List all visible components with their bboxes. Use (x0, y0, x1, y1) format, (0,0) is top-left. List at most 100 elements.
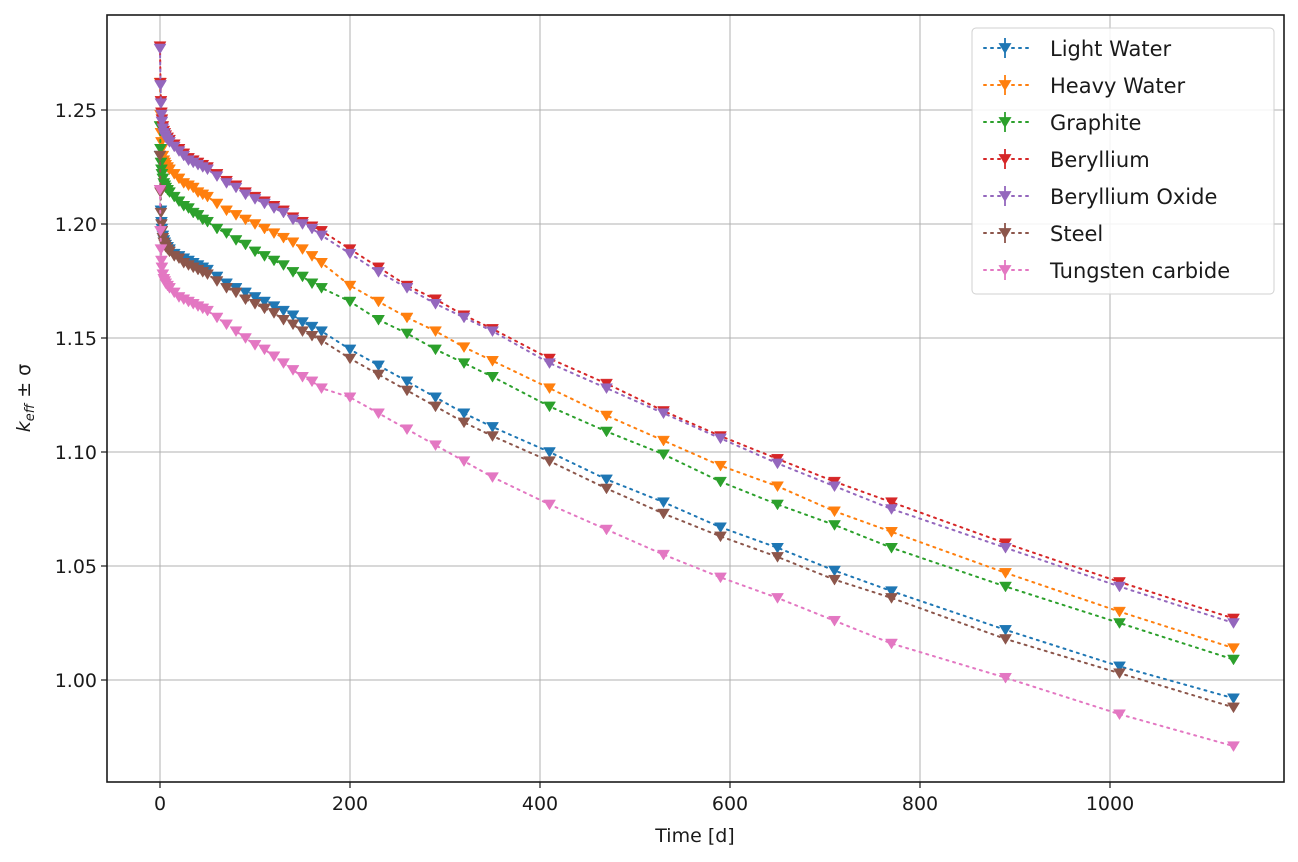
data-point-marker (999, 581, 1012, 593)
legend-label: Beryllium Oxide (1050, 185, 1217, 209)
data-series (153, 41, 1240, 753)
data-point-marker (372, 315, 385, 326)
data-point-marker (315, 230, 328, 242)
data-point-marker (305, 321, 319, 333)
legend-label: Heavy Water (1050, 74, 1186, 98)
data-point-marker (154, 244, 168, 255)
x-tick-label: 1000 (1086, 793, 1134, 815)
legend-item: Light Water (983, 37, 1172, 61)
data-point-marker (1113, 606, 1126, 618)
data-point-marker (486, 372, 499, 383)
data-point-marker (1113, 661, 1126, 673)
data-point-marker (239, 333, 252, 344)
data-point-marker (657, 435, 670, 447)
data-point-marker (714, 460, 727, 472)
data-point-marker (343, 280, 357, 292)
data-point-marker (248, 219, 262, 230)
data-point-marker (296, 244, 309, 255)
data-point-marker (315, 335, 328, 347)
data-point-marker (600, 474, 613, 486)
data-point-marker (201, 191, 214, 203)
series-line (159, 124, 1235, 661)
data-point-marker (343, 392, 357, 404)
data-point-marker (600, 426, 613, 438)
data-point-marker (239, 189, 252, 201)
data-point-marker (828, 520, 841, 531)
y-tick-label: 1.10 (55, 442, 97, 464)
data-point-marker (400, 328, 414, 340)
data-point-marker (229, 182, 243, 194)
data-point-marker (400, 385, 414, 397)
y-tick-label: 1.00 (55, 670, 97, 692)
axis-ticks: 0 200 400 600 800 1000 1.00 1.05 1.10 1.15 1.20 1.2… (55, 100, 1134, 815)
data-point-marker (343, 344, 357, 356)
data-point-marker (277, 315, 290, 326)
data-point-marker (220, 205, 233, 217)
data-point-marker (315, 326, 328, 338)
data-point-marker (258, 344, 271, 356)
data-point-marker (220, 319, 233, 331)
data-point-marker (154, 255, 168, 267)
legend-label: Light Water (1050, 37, 1172, 61)
data-point-marker (714, 476, 727, 488)
data-point-marker (372, 296, 385, 308)
data-point-marker (305, 330, 319, 342)
data-point-marker (543, 358, 556, 369)
y-tick-label: 1.20 (55, 214, 97, 236)
data-point-marker (229, 210, 243, 221)
data-point-marker (210, 171, 224, 183)
data-point-marker (229, 287, 243, 299)
series-tungsten-carbide (153, 185, 1240, 753)
data-point-marker (229, 235, 243, 246)
data-point-marker (429, 440, 442, 452)
data-point-marker (153, 43, 167, 55)
data-point-marker (429, 401, 442, 413)
data-point-marker (486, 326, 499, 338)
data-point-marker (457, 417, 471, 429)
data-point-marker (885, 497, 898, 509)
data-point-marker (210, 198, 224, 210)
data-point-marker (1113, 618, 1126, 629)
data-point-marker (248, 292, 262, 303)
data-point-marker (315, 383, 328, 395)
data-point-marker (296, 317, 309, 328)
data-point-marker (155, 116, 169, 128)
data-point-marker (429, 326, 442, 338)
data-point-marker (486, 472, 499, 483)
data-point-marker (296, 271, 309, 283)
legend-marker-icon (998, 228, 1012, 239)
data-point-marker (771, 458, 784, 470)
data-point-marker (248, 246, 262, 258)
data-point-marker (154, 109, 168, 121)
legend-item: Steel (983, 222, 1103, 246)
data-point-marker (248, 194, 262, 205)
data-point-marker (267, 351, 281, 363)
data-point-marker (296, 372, 309, 383)
legend-item: Tungsten carbide (983, 259, 1230, 283)
data-point-marker (220, 178, 233, 189)
legend-marker-icon (998, 191, 1012, 202)
y-label-subscript: eff (23, 402, 38, 421)
legend-marker-icon (998, 265, 1012, 276)
data-point-marker (210, 312, 224, 324)
data-point-marker (657, 508, 670, 520)
data-point-marker (155, 262, 169, 274)
data-point-marker (771, 593, 784, 604)
data-point-marker (486, 356, 499, 367)
legend-item: Graphite (983, 111, 1141, 135)
data-point-marker (1227, 693, 1240, 705)
data-point-marker (1227, 741, 1240, 753)
data-point-marker (286, 237, 300, 249)
data-point-marker (429, 299, 442, 310)
y-axis-label: keff ± σ (13, 364, 38, 432)
data-point-marker (305, 223, 319, 235)
y-label-base: k (13, 420, 35, 432)
series-line (159, 45, 1235, 620)
data-point-marker (267, 203, 281, 214)
data-point-marker (828, 615, 841, 627)
data-point-marker (220, 283, 233, 294)
data-point-marker (1227, 618, 1240, 629)
data-point-marker (201, 305, 214, 317)
series-graphite (153, 121, 1240, 666)
